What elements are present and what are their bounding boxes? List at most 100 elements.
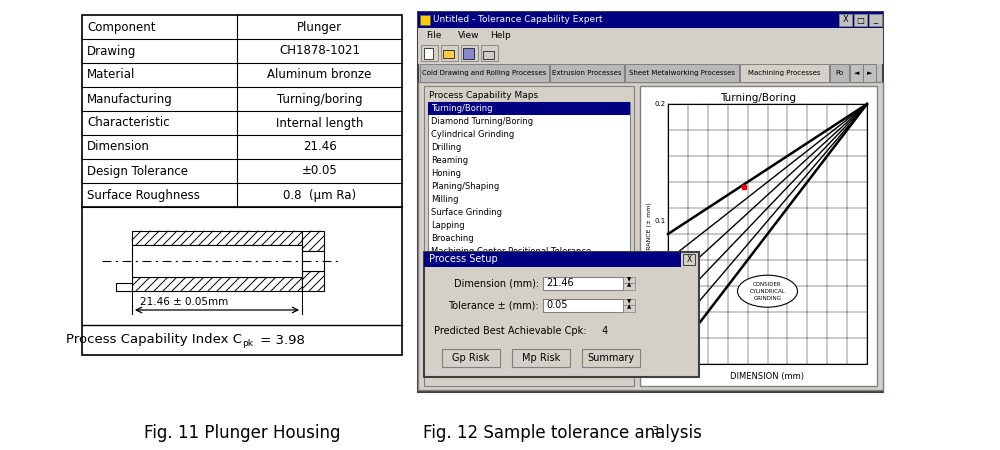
Bar bbox=[512, 349, 570, 367]
Text: Design Tolerance: Design Tolerance bbox=[87, 165, 188, 177]
Text: Process Capability Index C: Process Capability Index C bbox=[66, 333, 242, 346]
Text: Summary: Summary bbox=[587, 353, 635, 363]
Bar bbox=[839, 14, 852, 26]
Text: DIMENSION (mm): DIMENSION (mm) bbox=[730, 372, 804, 381]
Text: Turning/Boring: Turning/Boring bbox=[431, 104, 492, 113]
Bar bbox=[869, 14, 882, 26]
Bar bbox=[424, 48, 433, 59]
Bar bbox=[302, 251, 324, 271]
Text: Gp Risk: Gp Risk bbox=[452, 353, 490, 363]
Bar bbox=[116, 283, 132, 291]
Text: Process Capability Maps: Process Capability Maps bbox=[429, 91, 538, 100]
Text: □: □ bbox=[857, 15, 864, 24]
Text: Tolerance ± (mm):: Tolerance ± (mm): bbox=[448, 300, 539, 310]
Text: Drawing: Drawing bbox=[87, 45, 136, 58]
Text: Machining Center Positional Tolerance: Machining Center Positional Tolerance bbox=[431, 247, 591, 256]
Bar bbox=[463, 48, 474, 59]
Bar bbox=[302, 271, 324, 291]
Text: Honing: Honing bbox=[431, 169, 461, 178]
Bar bbox=[668, 104, 867, 364]
Bar bbox=[132, 245, 302, 277]
Bar bbox=[418, 42, 883, 64]
Ellipse shape bbox=[738, 275, 798, 307]
Bar bbox=[428, 102, 630, 258]
Text: 0.2: 0.2 bbox=[655, 101, 666, 107]
Bar bbox=[740, 64, 829, 82]
Text: Surface Roughness: Surface Roughness bbox=[87, 189, 200, 202]
Bar bbox=[481, 45, 498, 61]
Text: Turning/Boring: Turning/Boring bbox=[720, 93, 796, 103]
Text: Material: Material bbox=[87, 68, 135, 81]
Text: ▼: ▼ bbox=[627, 299, 631, 304]
Bar bbox=[550, 64, 624, 82]
Text: Mp Risk: Mp Risk bbox=[522, 353, 560, 363]
Bar bbox=[543, 276, 623, 289]
Bar bbox=[418, 82, 883, 390]
Bar bbox=[623, 283, 635, 289]
Text: ►: ► bbox=[867, 70, 872, 76]
Bar bbox=[132, 231, 302, 245]
Bar bbox=[850, 64, 863, 82]
Bar bbox=[302, 231, 324, 251]
Bar bbox=[623, 305, 635, 311]
Text: ▲: ▲ bbox=[627, 282, 631, 287]
Text: Characteristic: Characteristic bbox=[87, 117, 170, 130]
Bar bbox=[461, 45, 478, 61]
Text: 21.46: 21.46 bbox=[303, 140, 336, 153]
Text: Fig. 12 Sample tolerance analysis: Fig. 12 Sample tolerance analysis bbox=[423, 424, 702, 442]
Bar bbox=[418, 12, 883, 392]
Text: Reaming: Reaming bbox=[431, 156, 468, 165]
Text: Machining Processes: Machining Processes bbox=[748, 70, 821, 76]
Text: 21.46: 21.46 bbox=[546, 278, 574, 288]
Bar bbox=[428, 102, 630, 115]
Text: Milling: Milling bbox=[431, 195, 458, 204]
Text: _: _ bbox=[873, 15, 878, 24]
Text: ▲: ▲ bbox=[627, 304, 631, 309]
Text: Predicted Best Achievable Cpk:     4: Predicted Best Achievable Cpk: 4 bbox=[434, 326, 608, 336]
Bar bbox=[854, 14, 867, 26]
Text: Help: Help bbox=[490, 31, 511, 40]
Text: Aluminum bronze: Aluminum bronze bbox=[267, 68, 372, 81]
Text: 0.01: 0.01 bbox=[650, 361, 666, 367]
Bar bbox=[420, 64, 549, 82]
Text: = 3.98: = 3.98 bbox=[256, 333, 305, 346]
Text: 0.8  (μm Ra): 0.8 (μm Ra) bbox=[283, 189, 356, 202]
Text: Manufacturing: Manufacturing bbox=[87, 93, 173, 105]
Bar bbox=[863, 64, 876, 82]
Text: ◄: ◄ bbox=[854, 70, 859, 76]
Text: View: View bbox=[458, 31, 480, 40]
Text: Po: Po bbox=[835, 70, 844, 76]
Text: Internal length: Internal length bbox=[276, 117, 363, 130]
Bar bbox=[424, 252, 681, 267]
Bar bbox=[625, 64, 739, 82]
Text: Drilling: Drilling bbox=[431, 143, 461, 152]
Bar bbox=[441, 45, 458, 61]
Bar bbox=[418, 28, 883, 42]
Text: Untitled - Tolerance Capability Expert: Untitled - Tolerance Capability Expert bbox=[433, 15, 602, 24]
Text: 0.1: 0.1 bbox=[655, 218, 666, 224]
Text: CYLINDRICAL: CYLINDRICAL bbox=[750, 289, 785, 294]
Text: ▼: ▼ bbox=[627, 277, 631, 282]
Bar bbox=[424, 252, 699, 377]
Bar bbox=[418, 12, 883, 28]
Text: ±0.05: ±0.05 bbox=[302, 165, 337, 177]
Bar bbox=[424, 86, 634, 386]
Text: Extrusion Processes: Extrusion Processes bbox=[552, 70, 622, 76]
Bar bbox=[623, 298, 635, 305]
Text: Sheet Metalworking Processes: Sheet Metalworking Processes bbox=[629, 70, 735, 76]
Text: 0.05: 0.05 bbox=[546, 300, 568, 310]
Text: X: X bbox=[843, 15, 848, 24]
Text: CONSIDER: CONSIDER bbox=[753, 282, 782, 287]
Text: Turning/boring: Turning/boring bbox=[277, 93, 362, 105]
Text: Plunger: Plunger bbox=[297, 21, 342, 33]
Bar bbox=[421, 45, 438, 61]
Text: 3: 3 bbox=[651, 426, 658, 436]
Bar bbox=[442, 349, 500, 367]
Bar bbox=[543, 298, 623, 311]
Text: Fig. 11 Plunger Housing: Fig. 11 Plunger Housing bbox=[144, 424, 340, 442]
Text: Broaching: Broaching bbox=[431, 234, 474, 243]
Bar bbox=[830, 64, 849, 82]
Text: Planing/Shaping: Planing/Shaping bbox=[431, 182, 499, 191]
Text: CH1878-1021: CH1878-1021 bbox=[279, 45, 360, 58]
Text: Component: Component bbox=[87, 21, 156, 33]
